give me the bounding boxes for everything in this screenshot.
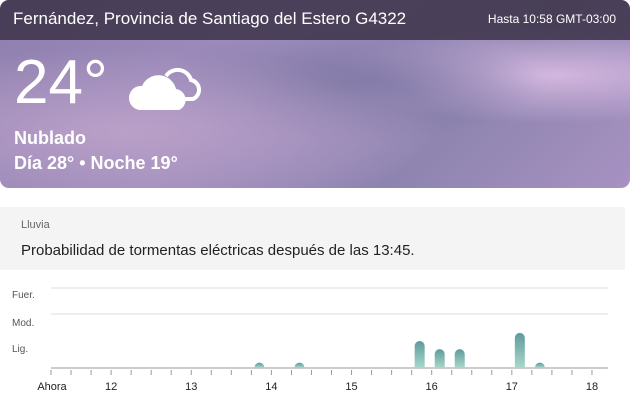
rain-alert: Lluvia Probabilidad de tormentas eléctri… (0, 207, 625, 270)
current-temperature: 24° (14, 48, 108, 117)
x-tick-label: Ahora (37, 381, 67, 393)
weather-header: Fernández, Provincia de Santiago del Est… (0, 0, 630, 40)
precip-bar (454, 349, 465, 368)
x-tick-label: 12 (105, 381, 117, 393)
x-tick-label: 17 (506, 381, 518, 393)
y-level-label: Fuer. (12, 290, 35, 301)
precip-bar (414, 341, 425, 368)
weather-card: Fernández, Provincia de Santiago del Est… (0, 0, 630, 188)
precip-bar (434, 349, 445, 368)
x-tick-label: 16 (426, 381, 438, 393)
rain-message: Probabilidad de tormentas eléctricas des… (21, 242, 415, 259)
y-level-label: Lig. (12, 344, 28, 355)
precip-bar (254, 362, 265, 368)
rain-label: Lluvia (21, 219, 50, 231)
cloudy-icon (128, 67, 202, 110)
location-title: Fernández, Provincia de Santiago del Est… (13, 9, 407, 28)
precipitation-chart: Lig. Mod. Fuer. Ahora 12 13 14 15 16 17 18 (12, 287, 608, 393)
x-tick-label: 15 (345, 381, 357, 393)
day-night-temps: Día 28° • Noche 19° (14, 153, 178, 173)
x-tick-label: 14 (265, 381, 277, 393)
x-tick-label: 18 (586, 381, 598, 393)
valid-until: Hasta 10:58 GMT-03:00 (487, 12, 616, 26)
precip-bar (514, 332, 525, 368)
x-tick-label: 13 (185, 381, 197, 393)
condition: Nublado (14, 128, 86, 148)
precip-bar (294, 362, 305, 368)
y-level-label: Mod. (12, 318, 34, 329)
precip-bar (534, 362, 545, 368)
